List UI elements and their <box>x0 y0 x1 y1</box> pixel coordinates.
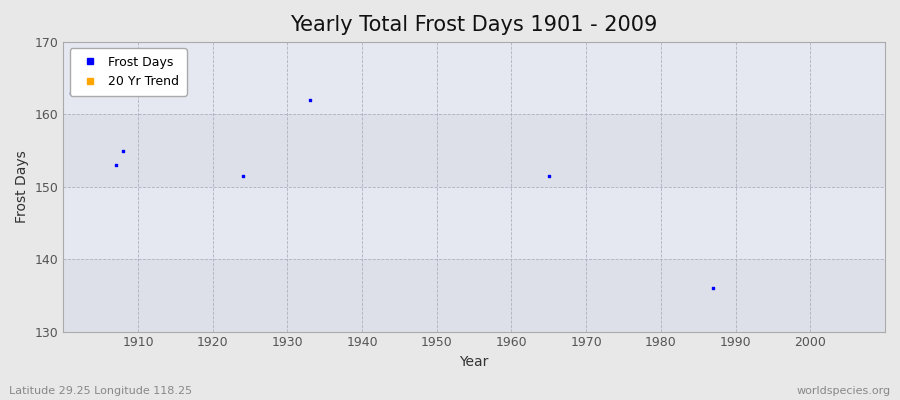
Title: Yearly Total Frost Days 1901 - 2009: Yearly Total Frost Days 1901 - 2009 <box>291 15 658 35</box>
Point <box>64 90 78 96</box>
Text: worldspecies.org: worldspecies.org <box>796 386 891 396</box>
Text: Latitude 29.25 Longitude 118.25: Latitude 29.25 Longitude 118.25 <box>9 386 192 396</box>
Point <box>706 285 720 291</box>
Bar <box>63 42 885 114</box>
Legend: Frost Days, 20 Yr Trend: Frost Days, 20 Yr Trend <box>69 48 187 96</box>
Point <box>236 173 250 179</box>
Point <box>542 173 556 179</box>
Y-axis label: Frost Days: Frost Days <box>15 150 29 223</box>
Point <box>302 97 317 103</box>
Point <box>116 148 130 154</box>
Point <box>108 162 122 168</box>
Bar <box>63 187 885 259</box>
X-axis label: Year: Year <box>460 355 489 369</box>
Bar <box>63 259 885 332</box>
Bar <box>63 114 885 187</box>
